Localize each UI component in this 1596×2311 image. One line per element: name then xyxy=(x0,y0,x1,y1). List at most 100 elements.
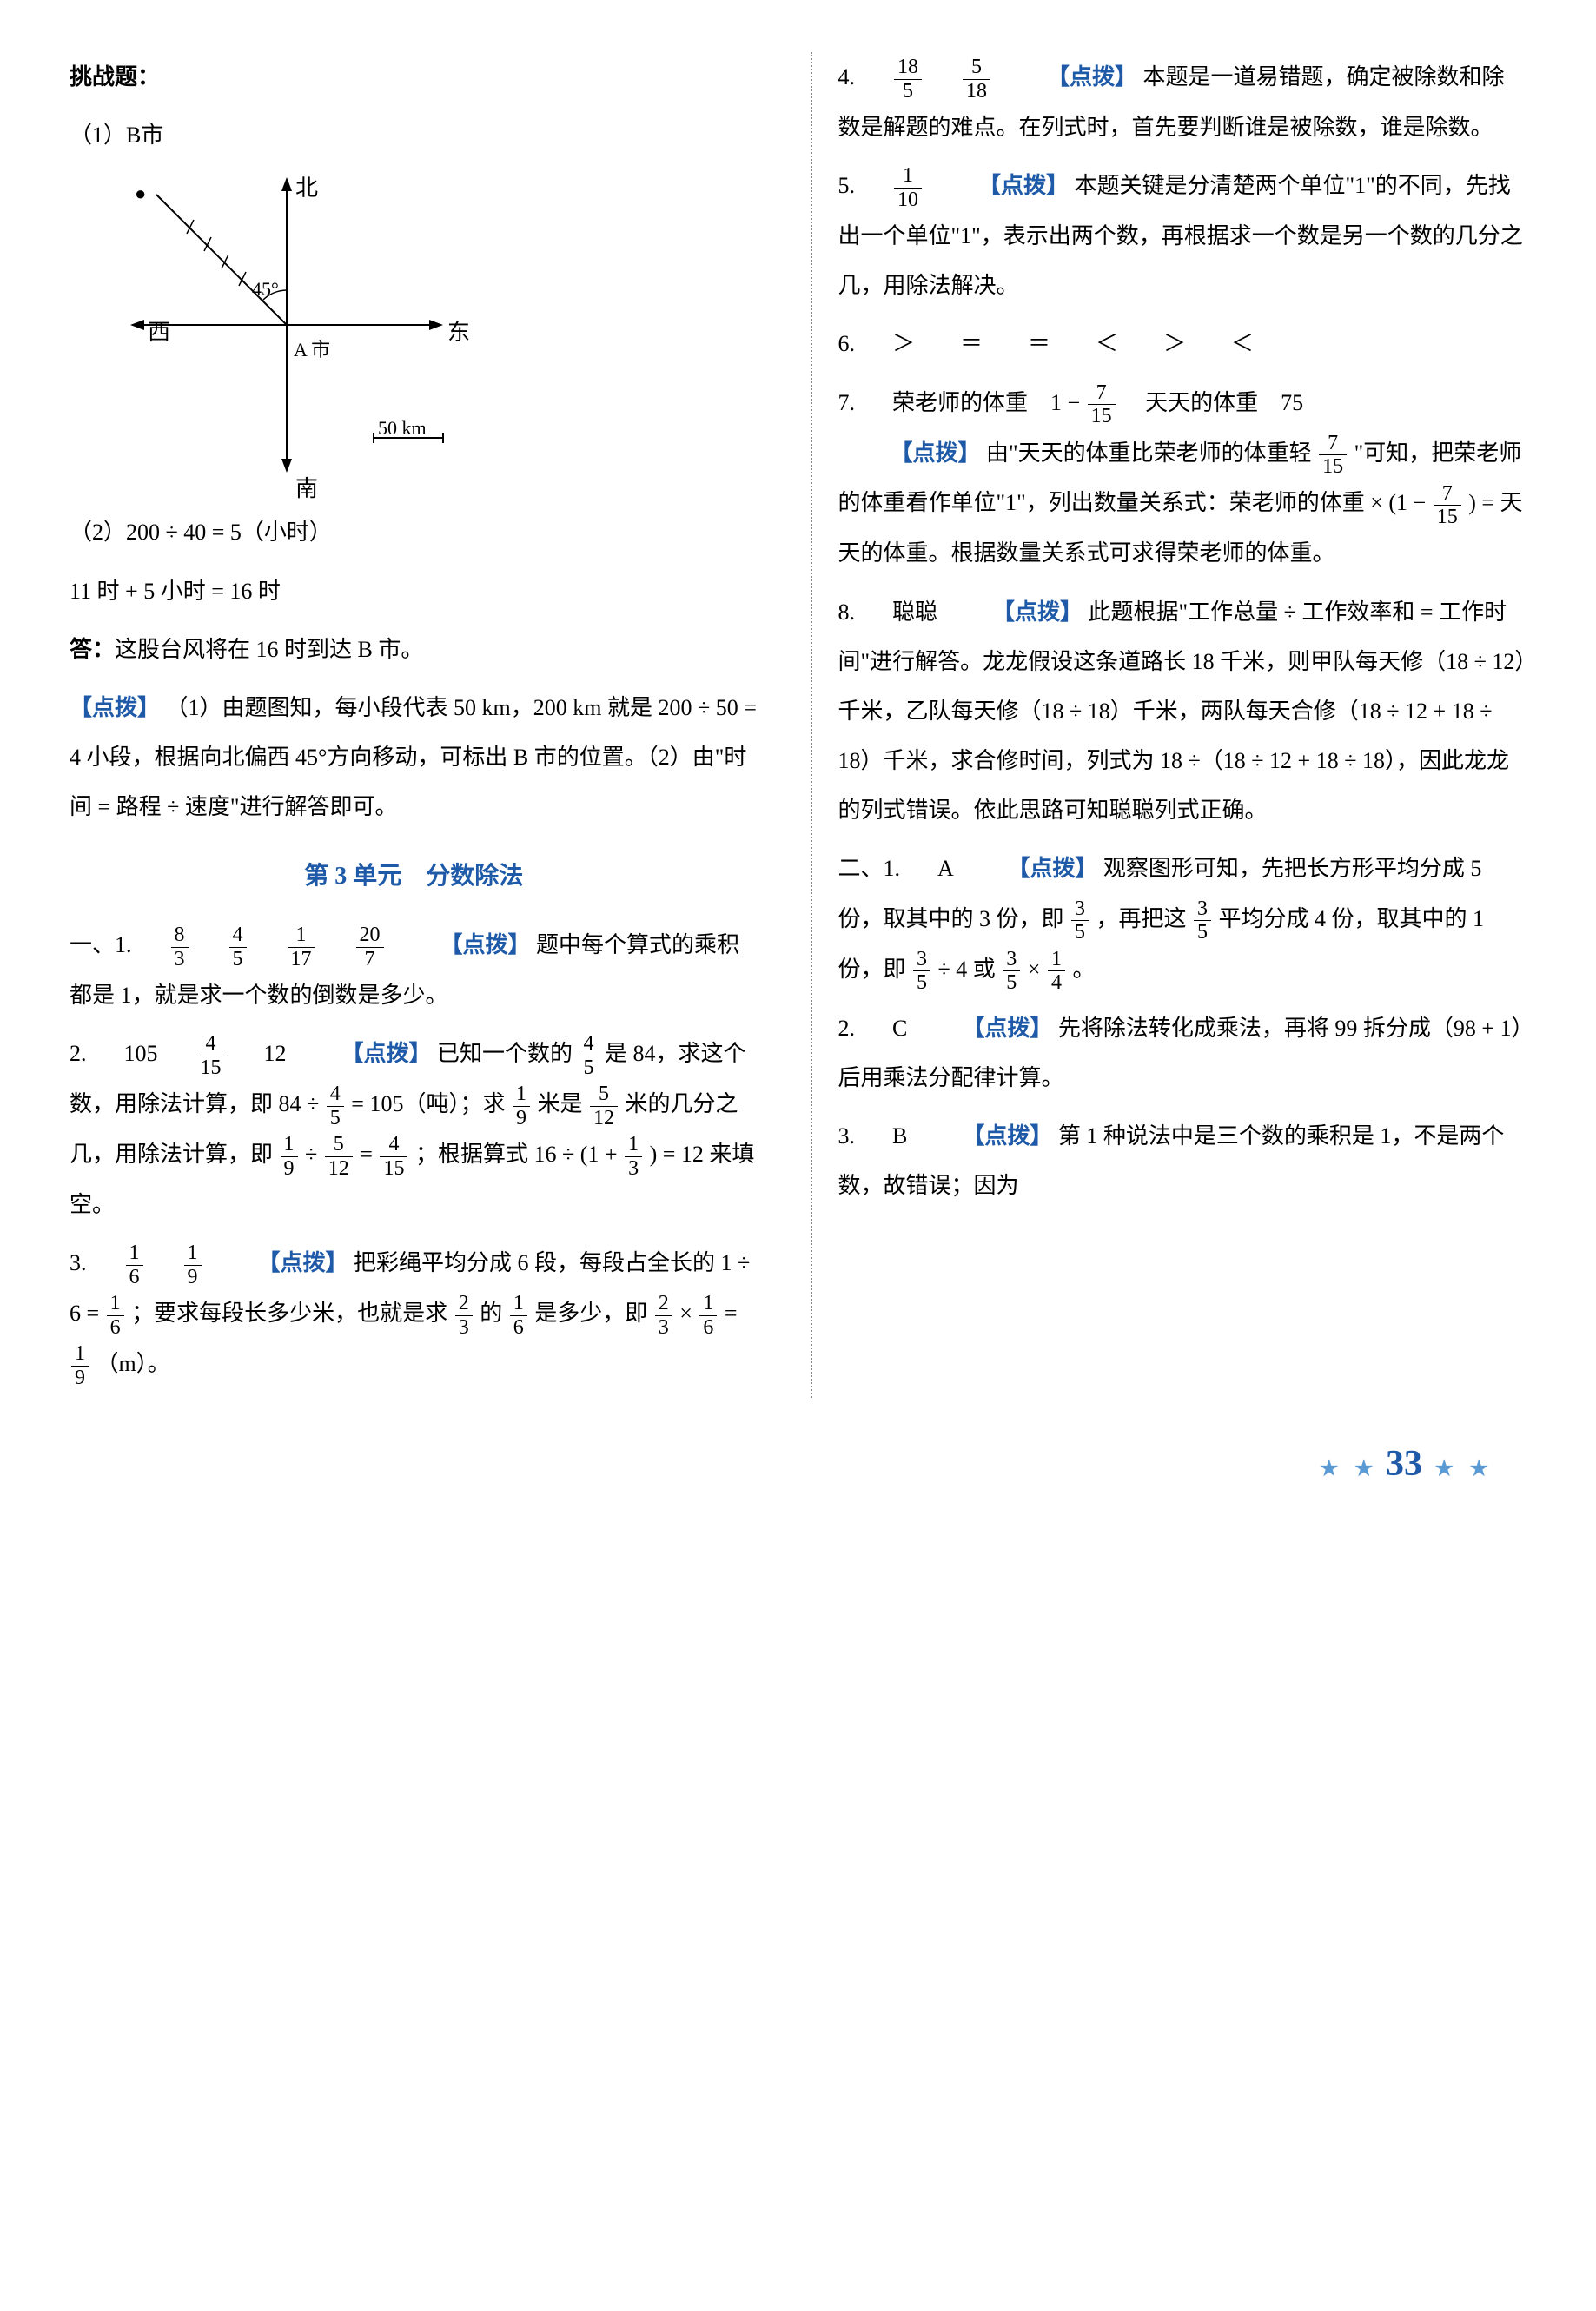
hint-label-2: 【点拨】 xyxy=(440,932,531,957)
q6: 6. ＞ ＝ ＝ ＜ ＞ ＜ xyxy=(838,319,1527,368)
answer-line: 答：这股台风将在 16 时到达 B 市。 xyxy=(70,625,758,674)
sec2: 2. 105 415 12 【点拨】 已知一个数的 45 是 84，求这个数，用… xyxy=(70,1029,758,1229)
hint-label-7: 【点拨】 xyxy=(891,440,981,466)
q5-label: 5. xyxy=(838,173,856,198)
q5: 5. 110 【点拨】 本题关键是分清楚两个单位"1"的不同，先找出一个单位"1… xyxy=(838,161,1527,310)
sec3-frac1: 16 xyxy=(126,1242,143,1288)
sec1: 一、1. 83 45 117 207 【点拨】 题中每个算式的乘积都是 1，就是… xyxy=(70,920,758,1020)
q4-frac1: 185 xyxy=(894,56,922,103)
star-icon: ★ xyxy=(1320,1458,1339,1480)
rsec2-frac3: 35 xyxy=(913,948,930,995)
diagram-angle: 45° xyxy=(252,268,279,310)
q8-label: 8. xyxy=(838,599,856,625)
hint1-text: （1）由题图知，每小段代表 50 km，200 km 就是 200 ÷ 50 =… xyxy=(70,695,757,819)
q7-frac1: 715 xyxy=(1088,381,1116,428)
sec2-frac9: 13 xyxy=(625,1133,642,1180)
rsec2-1: 二、1. A 【点拨】 观察图形可知，先把长方形平均分成 5 份，取其中的 3 … xyxy=(838,844,1527,994)
hint-label-6: 【点拨】 xyxy=(978,173,1069,198)
rsec2-frac1: 35 xyxy=(1071,897,1089,944)
q8-ans: 聪聪 xyxy=(892,599,937,625)
hint-label: 【点拨】 xyxy=(70,695,160,720)
q7-frac2: 715 xyxy=(1319,432,1347,479)
sec2-frac6: 19 xyxy=(281,1133,298,1180)
page-number: 33 xyxy=(1386,1444,1422,1484)
q5-frac1: 110 xyxy=(894,164,922,211)
star-icon: ★ xyxy=(1469,1458,1488,1480)
diagram-south: 南 xyxy=(295,464,318,513)
sec1-frac4: 207 xyxy=(356,924,384,970)
hint-label-9: 【点拨】 xyxy=(1007,856,1097,881)
hint-label-4: 【点拨】 xyxy=(258,1250,348,1275)
sec2-hint-g: = xyxy=(360,1142,373,1167)
rsec2-hint-b: ，再把这 xyxy=(1096,906,1187,931)
diagram-scale: 50 km xyxy=(378,407,427,449)
sec2-v1: 105 xyxy=(124,1041,158,1066)
left-column: 挑战题： （1）B市 北 南 东 xyxy=(70,52,758,1398)
rq3-hint: 第 1 种说法中是三个数的乘积是 1，不是两个数，故错误；因为 xyxy=(838,1123,1505,1198)
sec2-frac4: 19 xyxy=(513,1083,530,1129)
q6-label: 6. xyxy=(838,331,856,356)
rq2-label: 2. xyxy=(838,1016,856,1041)
hint-label-11: 【点拨】 xyxy=(962,1123,1052,1149)
q8: 8. 聪聪 【点拨】 此题根据"工作总量 ÷ 工作效率和 = 工作时间"进行解答… xyxy=(838,587,1527,836)
sec3-hint-e: × xyxy=(679,1301,692,1326)
sec2-frac7: 512 xyxy=(325,1133,353,1180)
sec3-hint-f: = xyxy=(725,1301,738,1326)
sec2-hint-h: ；根据算式 16 ÷ (1 + xyxy=(415,1142,618,1167)
q2-line1: （2）200 ÷ 40 = 5（小时） xyxy=(70,507,758,557)
sec3-hint-g: （m）。 xyxy=(96,1351,170,1376)
sec2-hint-c: = 105（吨）；求 xyxy=(351,1091,505,1116)
sec2-frac1: 415 xyxy=(197,1032,225,1079)
q6-ans: ＞ ＝ ＝ ＜ ＞ ＜ xyxy=(892,331,1254,356)
sec3-hint-b: ；要求每段长多少米，也就是求 xyxy=(131,1301,447,1326)
rq3: 3. B 【点拨】 第 1 种说法中是三个数的乘积是 1，不是两个数，故错误；因… xyxy=(838,1111,1527,1210)
sec2-hint-a: 已知一个数的 xyxy=(437,1041,573,1066)
q7-a: 荣老师的体重 1 − xyxy=(892,390,1080,415)
rsec2-ans: A xyxy=(937,856,952,881)
hint-label-10: 【点拨】 xyxy=(962,1016,1052,1041)
rsec2-hint-e: × xyxy=(1028,957,1041,982)
q4-label: 4. xyxy=(838,64,856,89)
q2-line2: 11 时 + 5 小时 = 16 时 xyxy=(70,566,758,616)
rq3-label: 3. xyxy=(838,1123,856,1149)
sec3-hint-d: 是多少，即 xyxy=(534,1301,647,1326)
q8-hint: 此题根据"工作总量 ÷ 工作效率和 = 工作时间"进行解答。龙龙假设这条道路长 … xyxy=(838,599,1526,824)
sec2-frac8: 415 xyxy=(380,1133,407,1180)
q4-hint: 本题是一道易错题，确定被除数和除数是解题的难点。在列式时，首先要判断谁是被除数，… xyxy=(838,64,1505,140)
compass-diagram: 北 南 东 西 45° A 市 50 km ● xyxy=(104,169,469,499)
q1-label: （1）B市 xyxy=(70,110,758,160)
sec1-frac3: 117 xyxy=(288,924,315,970)
hint1: 【点拨】 （1）由题图知，每小段代表 50 km，200 km 就是 200 ÷… xyxy=(70,683,758,832)
sec1-label: 一、1. xyxy=(70,932,132,957)
unit3-title: 第 3 单元 分数除法 xyxy=(70,850,758,904)
rq2-ans: C xyxy=(892,1016,907,1041)
q4: 4. 185 518 【点拨】 本题是一道易错题，确定被除数和除数是解题的难点。… xyxy=(838,52,1527,152)
sec2-v2: 12 xyxy=(264,1041,287,1066)
star-icon: ★ xyxy=(1354,1458,1374,1480)
sec1-frac1: 83 xyxy=(171,924,189,970)
answer-label: 答： xyxy=(70,637,115,662)
page-number-row: ★ ★ 33 ★ ★ xyxy=(70,1424,1526,1504)
rq2-hint: 先将除法转化成乘法，再将 99 拆分成（98 + 1）后用乘法分配律计算。 xyxy=(838,1016,1523,1090)
rsec2-hint-d: ÷ 4 或 xyxy=(938,957,996,982)
sec3: 3. 16 19 【点拨】 把彩绳平均分成 6 段，每段占全长的 1 ÷ 6 =… xyxy=(70,1238,758,1389)
sec3-hint-c: 的 xyxy=(480,1301,502,1326)
right-column: 4. 185 518 【点拨】 本题是一道易错题，确定被除数和除数是解题的难点。… xyxy=(811,52,1527,1398)
hint-label-3: 【点拨】 xyxy=(341,1041,432,1066)
diagram-west: 西 xyxy=(148,308,170,357)
q7-frac3: 715 xyxy=(1434,482,1461,529)
rq3-ans: B xyxy=(892,1123,907,1149)
page-content: 挑战题： （1）B市 北 南 东 xyxy=(70,52,1526,1398)
sec2-hint-f: ÷ xyxy=(305,1142,317,1167)
sec3-frac7: 16 xyxy=(699,1292,717,1339)
q7: 7. 荣老师的体重 1 − 715 天天的体重 75 【点拨】 由"天天的体重比… xyxy=(838,378,1527,579)
sec2-frac5: 512 xyxy=(590,1083,618,1129)
diagram-north: 北 xyxy=(295,163,318,213)
diagram-city-a: A 市 xyxy=(294,329,330,371)
rsec2-frac4: 35 xyxy=(1003,948,1020,995)
q7-hint-a: 由"天天的体重比荣老师的体重轻 xyxy=(986,440,1312,466)
sec2-label: 2. xyxy=(70,1041,87,1066)
rq2: 2. C 【点拨】 先将除法转化成乘法，再将 99 拆分成（98 + 1）后用乘… xyxy=(838,1003,1527,1103)
rsec2-frac5: 14 xyxy=(1048,948,1065,995)
sec1-frac2: 45 xyxy=(229,924,247,970)
